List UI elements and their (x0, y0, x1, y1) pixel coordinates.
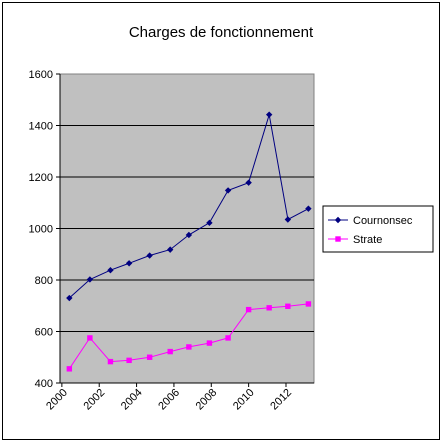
data-point (107, 267, 114, 274)
x-tick-label: 2012 (268, 387, 294, 413)
data-point (284, 216, 292, 223)
data-point (66, 366, 73, 372)
data-point (125, 260, 133, 267)
data-point (285, 303, 291, 309)
gridlines (60, 125, 314, 332)
x-tick-label: 2004 (119, 387, 145, 413)
y-tick-label: 600 (35, 327, 53, 339)
data-point (266, 305, 272, 311)
x-tick-label: 2006 (156, 387, 182, 413)
data-point (87, 335, 93, 341)
series-layer (66, 111, 312, 372)
data-point (305, 301, 312, 307)
data-point (245, 306, 252, 313)
data-point (225, 335, 231, 341)
y-tick-label: 400 (35, 378, 53, 390)
legend-label: Strate (353, 234, 382, 246)
y-tick-label: 1200 (29, 172, 53, 184)
data-point (107, 358, 114, 365)
y-tick-label: 1000 (29, 224, 53, 236)
data-point (66, 294, 73, 302)
chart-title: Charges de fonctionnement (129, 24, 314, 41)
legend-marker (335, 236, 341, 242)
y-tick-label: 800 (35, 275, 53, 287)
data-point (146, 252, 153, 259)
data-point (206, 219, 213, 227)
data-point (305, 205, 312, 212)
legend: Cournonsec Strate (322, 205, 434, 253)
legend-box (322, 205, 434, 253)
legend-marker (334, 216, 342, 224)
data-point (224, 187, 232, 194)
data-point (126, 357, 132, 364)
data-point (186, 344, 192, 350)
data-point (206, 340, 213, 346)
data-point (166, 246, 174, 253)
x-tick-label: 2008 (194, 387, 220, 413)
data-point (185, 231, 193, 239)
data-point (167, 348, 173, 355)
data-point (86, 276, 94, 283)
series-cournonsec (66, 111, 312, 302)
data-point (146, 354, 153, 360)
data-point (245, 179, 252, 186)
data-point (265, 111, 273, 118)
y-tick-label: 1400 (29, 121, 53, 133)
x-tick-label: 2000 (44, 387, 70, 413)
x-tick-label: 2002 (82, 387, 108, 413)
legend-label: Cournonsec (353, 215, 413, 227)
x-tick-label: 2010 (231, 387, 257, 413)
y-tick-label: 1600 (29, 69, 53, 81)
series-strate (66, 301, 312, 372)
